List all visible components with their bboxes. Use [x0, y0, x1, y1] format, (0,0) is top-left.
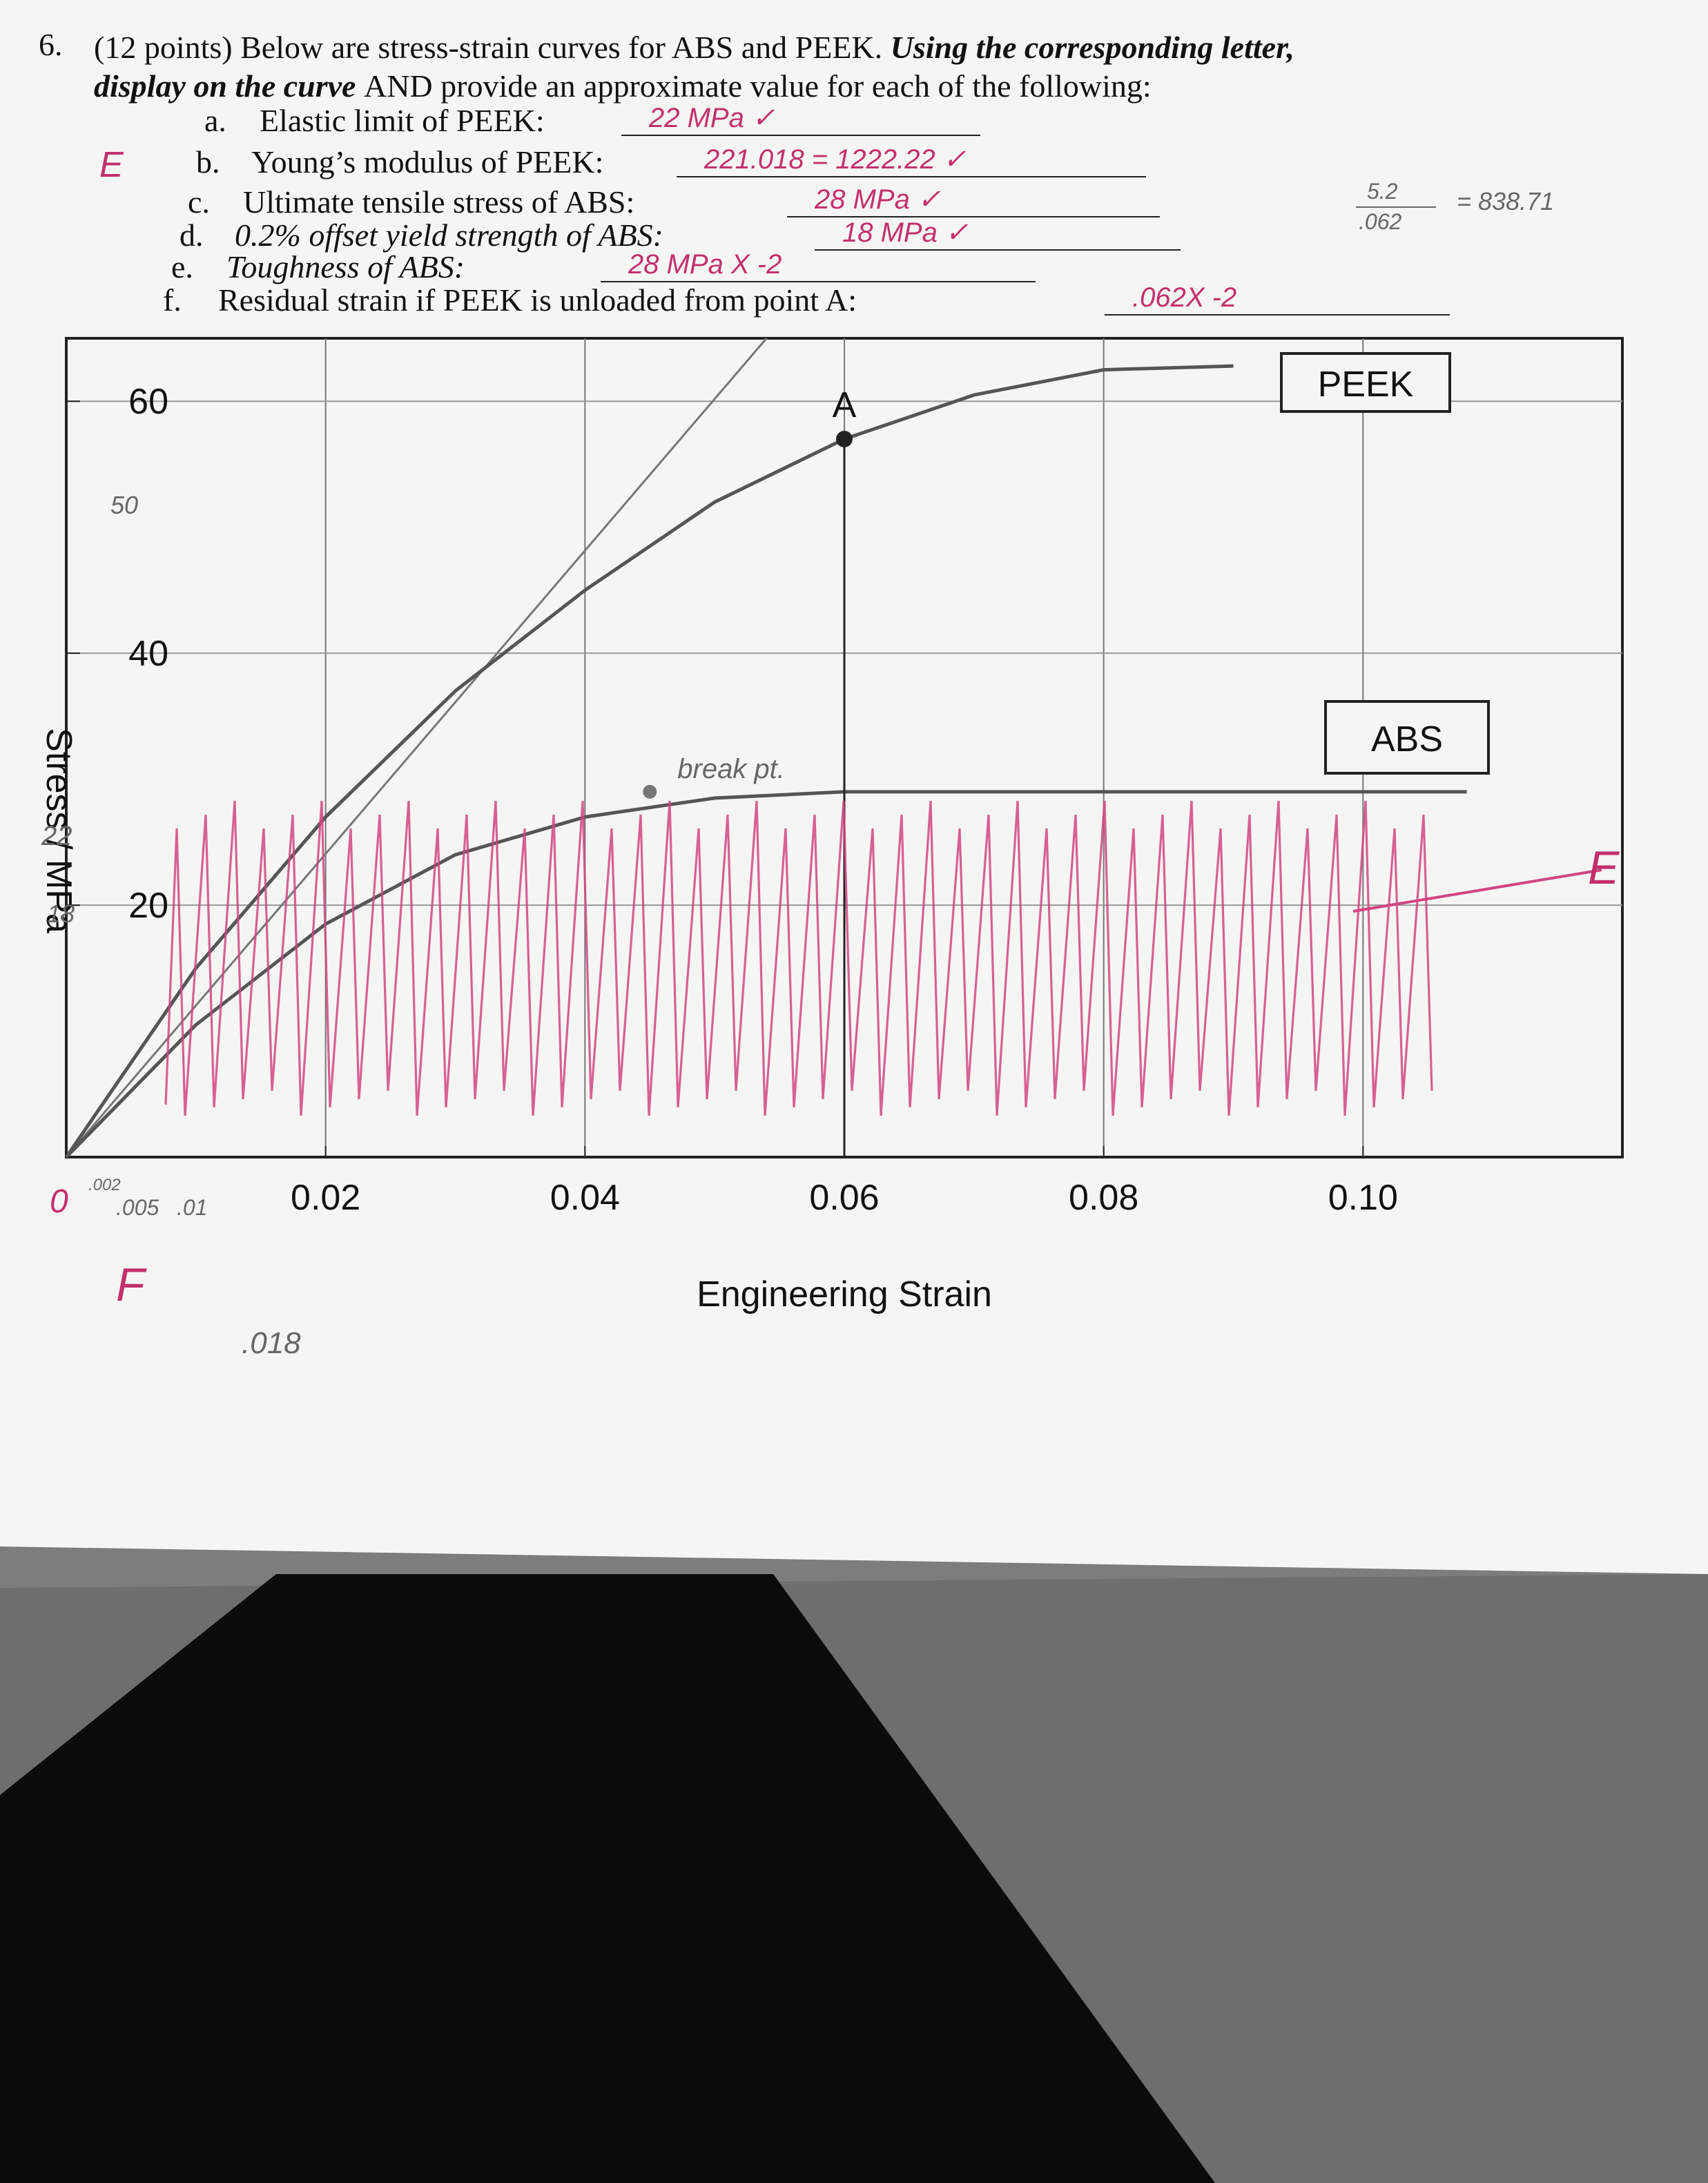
handwritten-note: 50 — [110, 491, 138, 519]
item-letter: c. — [188, 184, 210, 220]
legend-box — [1280, 352, 1451, 413]
handwritten-note: E — [1588, 842, 1620, 894]
item-list: a. Elastic limit of PEEK: 22 MPa ✓ b. Young’… — [163, 103, 1450, 318]
legend-box — [1324, 700, 1490, 775]
item-answer: .062X -2 — [1132, 282, 1236, 313]
item-text: Young’s modulus of PEEK: — [251, 144, 603, 180]
item-answer: 22 MPa ✓ — [648, 103, 775, 133]
item-answer: 28 MPa ✓ — [814, 184, 940, 215]
handwritten-note: 22 — [41, 821, 72, 851]
item-answer: 221.018 = 1222.22 ✓ — [703, 144, 966, 175]
handwritten-note: 0 — [50, 1183, 68, 1220]
item-text: Ultimate tensile stress of ABS: — [243, 184, 634, 220]
y-tick-label: 60 — [128, 382, 168, 422]
annotation: A — [833, 385, 857, 425]
item-text: Elastic limit of PEEK: — [260, 103, 545, 138]
item-text: Toughness of ABS: — [226, 249, 465, 284]
dark-object — [0, 1574, 1215, 2183]
handwritten-note: .002 — [88, 1176, 121, 1194]
instruction: Using the corresponding letter, — [891, 30, 1294, 65]
x-tick-label: 0.08 — [1069, 1178, 1138, 1218]
item-letter: f. — [163, 282, 182, 318]
question-sentence-cont: AND provide an approximate value for eac… — [364, 68, 1152, 104]
question-number: 6. — [39, 27, 63, 62]
question-text: (12 points) Below are stress-strain curv… — [94, 30, 1294, 65]
pink-line — [1352, 869, 1602, 913]
question-text-cont: display on the curve AND provide an appr… — [94, 68, 1152, 104]
calc-note: .062 — [1359, 209, 1401, 234]
item-text: Residual strain if PEEK is unloaded from… — [218, 282, 857, 318]
item-answer: 18 MPa ✓ — [842, 217, 968, 248]
x-axis-title: Engineering Strain — [697, 1274, 992, 1314]
series-line — [64, 364, 1234, 1158]
item-letter: b. — [196, 144, 220, 180]
break-point — [643, 784, 657, 799]
scribble — [164, 800, 1433, 1116]
y-tick-label: 40 — [128, 634, 168, 674]
y-axis-title: Stress / MPa — [39, 728, 79, 933]
handwritten-note: 18 — [47, 900, 75, 928]
item-letter: e. — [171, 249, 193, 284]
margin-note: E — [99, 145, 124, 185]
item-letter: a. — [204, 103, 226, 138]
annotation: break pt. — [677, 754, 785, 784]
item-answer: 28 MPa X -2 — [628, 249, 782, 280]
handwritten-note: .005 — [116, 1195, 159, 1220]
x-tick-label: 0.06 — [809, 1178, 879, 1218]
handwritten-note: .018 — [242, 1326, 301, 1360]
calc-note: = 838.71 — [1457, 187, 1554, 215]
legend-label: PEEK — [1318, 365, 1414, 405]
chart: 0.02 0.04 0.06 0.08 0.10 20 40 60 Engineering St… — [39, 337, 1624, 1360]
points: (12 points) — [94, 30, 233, 65]
series-line — [65, 790, 1467, 1158]
x-tick-label: 0.02 — [291, 1178, 360, 1218]
item-letter: d. — [179, 217, 204, 253]
calc-note: 5.2 — [1367, 179, 1398, 204]
question-sentence: Below are stress-strain curves for ABS a… — [240, 30, 882, 65]
item-text: 0.2% offset yield strength of ABS: — [235, 217, 663, 253]
x-tick-label: 0.04 — [550, 1178, 620, 1218]
instruction-cont: display on the curve — [94, 68, 356, 104]
handwritten-note: F — [116, 1259, 147, 1311]
x-tick-label: 0.10 — [1328, 1178, 1398, 1218]
handwritten-note: .01 — [177, 1195, 207, 1220]
y-tick-label: 20 — [128, 886, 168, 926]
legend-label: ABS — [1371, 719, 1443, 759]
